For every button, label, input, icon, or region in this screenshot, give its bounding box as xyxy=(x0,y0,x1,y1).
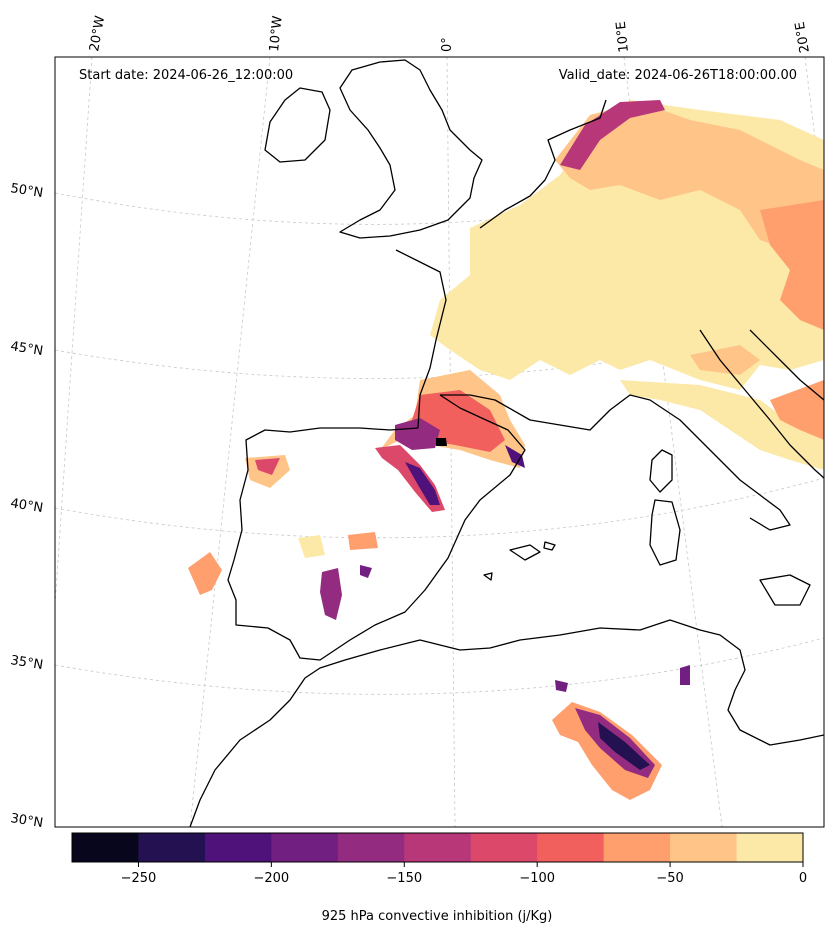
colorbar-ticks: −250 −200 −150 −100 −50 0 xyxy=(121,862,807,886)
colorbar-swatch xyxy=(337,833,405,862)
lon-label-10e: 10°E xyxy=(614,20,632,53)
lat-label-45n: 45°N xyxy=(9,339,44,359)
coast-biscay xyxy=(395,249,447,429)
lat-label-35n: 35°N xyxy=(9,653,44,673)
valid-date-label: Valid_date: 2024-06-26T18:00:00.00 xyxy=(559,68,797,83)
colorbar-swatch xyxy=(603,833,671,862)
colorbar-tick-label: −100 xyxy=(519,871,555,886)
colorbar-swatch xyxy=(470,833,538,862)
colorbar-tick-label: −50 xyxy=(656,871,683,886)
lat-label-30n: 30°N xyxy=(9,811,44,831)
cin-region-iberia-west xyxy=(188,552,222,595)
cin-region-ebro-east xyxy=(505,445,525,468)
parallel-50n xyxy=(55,157,824,225)
cin-region-orange-north xyxy=(555,102,824,260)
cin-region-iberia-center-2 xyxy=(348,532,378,550)
colorbar-swatch xyxy=(138,833,206,862)
colorbar-swatch xyxy=(736,833,804,862)
cin-region-east-dot xyxy=(680,665,690,685)
colorbar-swatch xyxy=(72,833,139,862)
coast-adriatic xyxy=(749,329,824,401)
meridian-20w xyxy=(55,57,93,611)
coast-menorca xyxy=(543,541,556,551)
coast-ireland xyxy=(264,87,331,163)
coastlines xyxy=(189,59,824,827)
cin-region-iberia-center xyxy=(298,535,325,558)
colorbar-swatch xyxy=(670,833,738,862)
cin-region-pyrenees-black xyxy=(436,438,447,446)
cin-region-adriatic xyxy=(690,345,760,375)
coast-gulf-of-lion xyxy=(440,394,791,531)
colorbar-tick-label: 0 xyxy=(799,871,807,886)
coast-sardinia xyxy=(649,499,681,566)
cin-region-iberia-north-core xyxy=(255,458,280,475)
lat-label-50n: 50°N xyxy=(9,181,44,201)
cin-region-tunisia-dot xyxy=(555,680,568,692)
colorbar-swatch xyxy=(204,833,272,862)
cin-region-andalusia-small xyxy=(360,565,372,578)
colorbar-frame xyxy=(71,832,804,863)
colorbar-swatch xyxy=(537,833,605,862)
coast-italy xyxy=(699,329,824,479)
cin-region-libya-core xyxy=(598,722,650,770)
colorbar xyxy=(72,833,804,862)
colorbar-tick-label: −250 xyxy=(121,871,157,886)
cin-region-balkans xyxy=(620,380,824,470)
colorbar-label: 925 hPa convective inhibition (j/Kg) xyxy=(322,909,553,924)
colorbar-tick-label: −150 xyxy=(386,871,422,886)
coast-iberia xyxy=(227,394,526,661)
coast-france-north xyxy=(479,99,607,229)
cin-region-orange-east xyxy=(760,200,824,330)
lon-label-20w: 20°W xyxy=(87,15,108,53)
parallel-40n xyxy=(55,477,824,539)
cin-field xyxy=(188,100,824,800)
lat-label-40n: 40°N xyxy=(9,496,44,516)
cin-region-balkans-orange xyxy=(770,380,824,440)
cin-region-catalonia-core xyxy=(405,462,440,505)
start-date-label: Start date: 2024-06-26_12:00:00 xyxy=(79,68,293,83)
colorbar-swatch xyxy=(271,833,339,862)
map-frame xyxy=(54,56,825,828)
colorbar-swatch xyxy=(404,833,472,862)
coast-mallorca xyxy=(509,544,541,561)
coast-great-britain xyxy=(339,59,483,239)
coast-sicily xyxy=(759,574,811,606)
parallel-35n xyxy=(55,637,824,695)
cin-region-andalusia xyxy=(320,568,342,620)
coast-corsica xyxy=(649,449,673,493)
cin-region-pyrenees-inner xyxy=(395,418,440,450)
cin-region-north-edge xyxy=(560,100,665,170)
colorbar-tick-label: −200 xyxy=(254,871,290,886)
lon-label-0: 0° xyxy=(440,37,455,52)
lon-label-10w: 10°W xyxy=(267,15,286,52)
coast-north-africa xyxy=(189,619,824,827)
coast-ibiza xyxy=(483,572,493,581)
lon-label-20e: 20°E xyxy=(793,21,813,54)
